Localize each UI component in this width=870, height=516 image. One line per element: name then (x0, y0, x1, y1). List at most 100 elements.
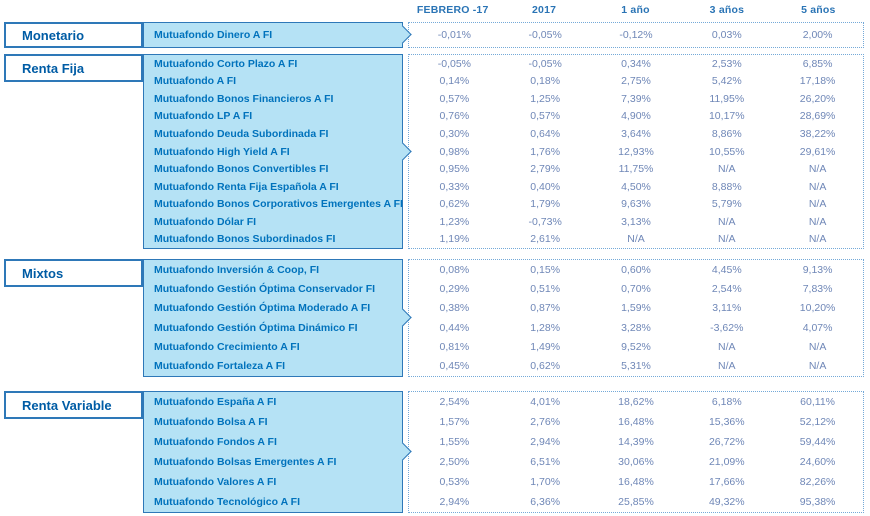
return-value-cell: N/A (718, 360, 736, 373)
category-column: Renta Fija (4, 54, 143, 249)
return-value-cell: 2,00% (802, 29, 833, 41)
return-value-cell: 2,50% (439, 456, 470, 468)
category-label: Renta Variable (22, 397, 112, 413)
returns-row: 0,14% 0,18% 2,75% 5,42% 17,18% (409, 73, 863, 91)
fund-name: Mutuafondo Corto Plazo A FI (154, 57, 298, 70)
return-value-cell: 59,44% (799, 436, 836, 448)
fund-row: Mutuafondo Bolsas Emergentes A FI (144, 452, 402, 472)
return-value-cell: 7,39% (621, 92, 651, 105)
return-value-cell: N/A (718, 340, 736, 353)
returns-row: -0,05% -0,05% 0,34% 2,53% 6,85% (409, 55, 863, 73)
return-value-cell: N/A (718, 215, 736, 228)
fund-name: Mutuafondo Tecnológico A FI (154, 496, 301, 508)
fund-name: Mutuafondo España A FI (154, 396, 277, 408)
return-value-cell: 9,52% (621, 340, 651, 353)
return-value-cell: 1,79% (530, 198, 561, 211)
return-value-cell: 5,42% (711, 75, 742, 88)
return-value-cell: N/A (808, 198, 827, 211)
return-value-cell: 17,18% (799, 75, 836, 88)
return-value-cell: 2,53% (711, 57, 742, 70)
fund-name: Mutuafondo LP A FI (154, 110, 253, 123)
return-value-cell: -3,62% (710, 321, 744, 334)
fund-row: Mutuafondo Valores A FI (144, 472, 402, 492)
return-value-cell: 1,23% (439, 215, 470, 228)
returns-panel-renta-variable: 2,54% 4,01% 18,62% 6,18% 60,11% 1,57% 2,76% 16,… (408, 391, 864, 513)
return-value-cell: 0,53% (439, 476, 470, 488)
return-value-cell: 2,61% (530, 233, 561, 246)
return-value-cell: 4,90% (621, 110, 651, 123)
return-value-cell: 8,86% (711, 127, 742, 140)
return-value-cell: -0,05% (528, 29, 562, 41)
return-value-cell: 10,55% (708, 145, 745, 158)
returns-row: 2,54% 4,01% 18,62% 6,18% 60,11% (409, 392, 863, 412)
fund-row: Mutuafondo High Yield A FI (144, 143, 402, 161)
return-value-cell: 26,20% (799, 92, 836, 105)
returns-row: 0,81% 1,49% 9,52% N/A N/A (409, 337, 863, 356)
return-value-cell: 0,57% (439, 92, 470, 105)
return-value-cell: N/A (808, 215, 827, 228)
return-value-cell: 6,51% (530, 456, 561, 468)
return-value-cell: 0,03% (711, 29, 742, 41)
return-value-cell: 1,19% (439, 233, 470, 246)
fund-name: Mutuafondo Fondos A FI (154, 436, 277, 448)
returns-row: 0,30% 0,64% 3,64% 8,86% 38,22% (409, 125, 863, 143)
return-value-cell: 0,40% (530, 180, 561, 193)
return-value-cell: 25,85% (618, 496, 654, 508)
fund-name: Mutuafondo High Yield A FI (154, 145, 290, 158)
return-value-cell: 6,36% (530, 496, 561, 508)
return-value-cell: 1,76% (530, 145, 561, 158)
returns-row: 0,33% 0,40% 4,50% 8,88% N/A (409, 178, 863, 196)
return-value-cell: 8,88% (711, 180, 742, 193)
return-value-cell: 49,32% (708, 496, 745, 508)
fund-row: Mutuafondo Gestión Óptima Moderado A FI (144, 299, 402, 318)
return-value-cell: 6,18% (711, 396, 742, 408)
return-value-cell: 26,72% (708, 436, 745, 448)
section-mixtos: Mixtos Mutuafondo Inversión & Coop, FI Mut… (4, 259, 864, 377)
returns-row: -0,01% -0,05% -0,12% 0,03% 2,00% (409, 23, 863, 47)
return-value-cell: 9,63% (621, 198, 651, 211)
return-value-cell: 2,54% (439, 396, 470, 408)
return-value-cell: 0,44% (439, 321, 470, 334)
return-value-cell: 17,66% (708, 476, 745, 488)
return-value-cell: 0,98% (439, 145, 470, 158)
return-value-cell: 29,61% (799, 145, 836, 158)
fund-name: Mutuafondo Gestión Óptima Conservador FI (154, 283, 376, 295)
category-label: Monetario (22, 27, 85, 43)
return-value-cell: 2,76% (530, 416, 561, 428)
return-value-cell: 10,17% (708, 110, 745, 123)
return-value-cell: 0,57% (530, 110, 561, 123)
header-spacer (4, 2, 407, 18)
return-value-cell: 0,60% (621, 263, 651, 276)
fund-list-monetario: Mutuafondo Dinero A FI (143, 22, 412, 48)
returns-row: 1,23% -0,73% 3,13% N/A N/A (409, 213, 863, 231)
return-value-cell: 18,62% (618, 396, 654, 408)
fund-row: Mutuafondo Crecimiento A FI (144, 337, 402, 356)
return-value-cell: 0,29% (439, 283, 470, 295)
return-value-cell: 4,01% (530, 396, 561, 408)
returns-row: 1,55% 2,94% 14,39% 26,72% 59,44% (409, 432, 863, 452)
returns-row: 0,95% 2,79% 11,75% N/A N/A (409, 160, 863, 178)
return-value-cell: 14,39% (618, 436, 654, 448)
fund-name: Mutuafondo Bonos Corporativos Emergentes… (154, 198, 403, 211)
return-value-cell: N/A (627, 233, 645, 246)
fund-name: Mutuafondo Deuda Subordinada FI (154, 127, 329, 140)
return-value-cell: -0,12% (619, 29, 653, 41)
fund-name: Mutuafondo Inversión & Coop, FI (154, 263, 320, 276)
category-box-monetario: Monetario (4, 22, 143, 48)
fund-row: Mutuafondo Inversión & Coop, FI (144, 260, 402, 279)
return-value-cell: 16,48% (618, 476, 654, 488)
returns-row: 0,45% 0,62% 5,31% N/A N/A (409, 357, 863, 376)
returns-row: 0,76% 0,57% 4,90% 10,17% 28,69% (409, 108, 863, 126)
fund-row: Mutuafondo A FI (144, 73, 402, 91)
fund-name: Mutuafondo Gestión Óptima Dinámico FI (154, 321, 358, 334)
return-value-cell: 2,94% (439, 496, 470, 508)
fund-name: Mutuafondo A FI (154, 75, 237, 88)
fund-row: Mutuafondo Gestión Óptima Conservador FI (144, 279, 402, 298)
return-value-cell: 7,83% (802, 283, 833, 295)
return-value-cell: 82,26% (799, 476, 836, 488)
return-value-cell: N/A (808, 180, 827, 193)
fund-name: Mutuafondo Bonos Convertibles FI (154, 163, 329, 176)
fund-row: Mutuafondo Bonos Subordinados FI (144, 230, 402, 248)
return-value-cell: 38,22% (799, 127, 836, 140)
fund-row: Mutuafondo Deuda Subordinada FI (144, 125, 402, 143)
